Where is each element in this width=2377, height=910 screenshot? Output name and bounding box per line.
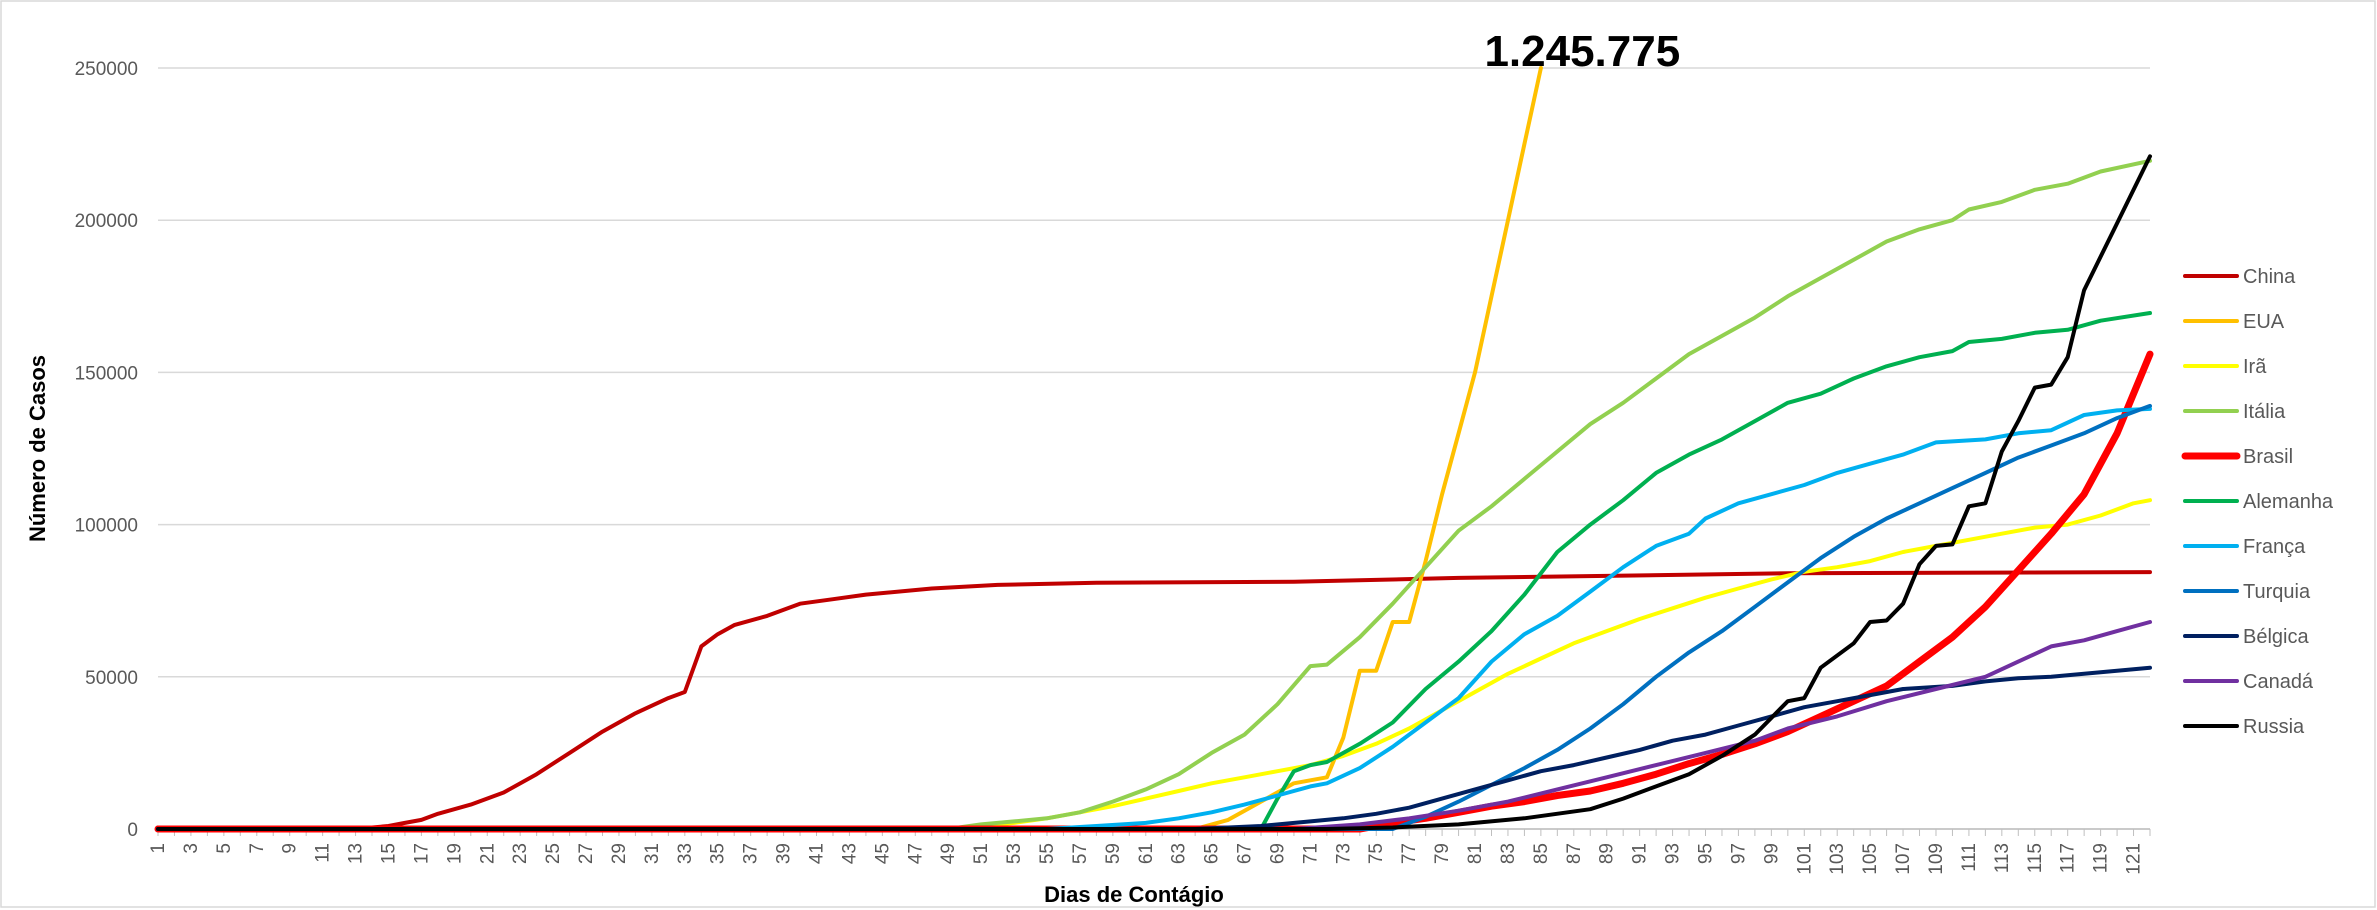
legend-label: França (2243, 536, 2306, 558)
y-tick-label: 200000 (75, 211, 138, 232)
x-tick-label: 31 (642, 843, 663, 864)
x-tick-label: 7 (247, 843, 268, 854)
x-tick-label: 5 (214, 843, 235, 854)
legend: China EUA Irã Itália Brasil Alemanha França Tur… (2181, 266, 2334, 738)
x-tick-label: 3 (181, 843, 202, 854)
x-tick-label: 33 (675, 843, 696, 864)
legend-label: Bélgica (2243, 626, 2309, 648)
y-tick-label: 0 (127, 820, 138, 841)
x-tick-label: 25 (543, 843, 564, 864)
series-line-canadá (156, 620, 2152, 831)
x-tick-label: 87 (1564, 843, 1585, 864)
legend-label: Alemanha (2243, 491, 2334, 513)
legend-label: Russia (2243, 716, 2305, 738)
x-tick-label: 15 (378, 843, 399, 864)
series-line-russia (156, 154, 2152, 831)
x-tick-label: 21 (477, 843, 498, 864)
x-tick-label: 71 (1300, 843, 1321, 864)
x-tick-label: 43 (839, 843, 860, 864)
x-axis-title: Dias de Contágio (1044, 882, 1224, 907)
x-tick-label: 89 (1597, 843, 1618, 864)
x-tick-label: 119 (2091, 843, 2112, 873)
x-tick-label: 117 (2058, 843, 2079, 873)
x-tick-label: 9 (280, 843, 301, 854)
series-line-irã (156, 498, 2152, 831)
x-tick-label: 41 (807, 843, 828, 864)
y-tick-label: 100000 (75, 516, 138, 537)
x-tick-label: 79 (1432, 843, 1453, 864)
x-tick-label: 13 (346, 843, 367, 864)
series-line-itália (156, 158, 2152, 831)
x-tick-label: 69 (1267, 843, 1288, 864)
y-axis-ticks: 0 50000 100000 150000 200000 250000 (75, 59, 138, 841)
x-tick-label: 19 (444, 843, 465, 864)
x-tick-label: 111 (1959, 843, 1980, 872)
series-lines (154, 66, 2154, 833)
series-line-alemanha (156, 311, 2152, 831)
x-tick-label: 49 (938, 843, 959, 864)
x-tick-label: 45 (872, 843, 893, 864)
x-tick-label: 83 (1498, 843, 1519, 864)
x-tick-label: 75 (1366, 843, 1387, 864)
x-tick-label: 99 (1761, 843, 1782, 864)
x-tick-label: 97 (1728, 843, 1749, 864)
x-tick-label: 51 (971, 843, 992, 864)
legend-label: Irã (2243, 356, 2267, 378)
x-tick-label: 67 (1235, 843, 1256, 864)
x-tick-label: 37 (741, 843, 762, 864)
x-tick-label: 23 (510, 843, 531, 864)
series-line-frança (156, 406, 2152, 831)
annotation-label: 1.245.775 (1484, 27, 1680, 76)
legend-label: China (2243, 266, 2296, 288)
series-line-bélgica (156, 665, 2152, 831)
x-tick-label: 57 (1070, 843, 1091, 864)
x-axis-ticks: 1 3 5 7 9 11 13 15 17 19 21 23 25 27 29 31 33 35 37 39 41 43 4… (148, 829, 2151, 875)
x-tick-label: 61 (1136, 843, 1157, 864)
x-tick-label: 121 (2124, 843, 2145, 875)
series-line-china (156, 570, 2152, 830)
x-tick-label: 11 (313, 843, 334, 863)
x-tick-label: 29 (609, 843, 630, 864)
x-tick-label: 81 (1465, 843, 1486, 864)
y-tick-label: 50000 (85, 668, 138, 689)
x-tick-label: 103 (1827, 843, 1848, 875)
x-tick-label: 107 (1893, 843, 1914, 875)
x-tick-label: 63 (1169, 843, 1190, 864)
x-tick-label: 93 (1663, 843, 1684, 864)
x-tick-label: 39 (774, 843, 795, 864)
legend-label: Canadá (2243, 671, 2314, 693)
x-tick-label: 115 (2025, 843, 2046, 873)
y-tick-label: 250000 (75, 59, 138, 80)
x-tick-label: 35 (708, 843, 729, 864)
x-tick-label: 53 (1004, 843, 1025, 864)
legend-label: Itália (2243, 401, 2286, 423)
x-tick-label: 1 (148, 843, 169, 854)
y-tick-label: 150000 (75, 363, 138, 384)
y-axis-title: Número de Casos (25, 355, 50, 542)
x-tick-label: 95 (1696, 843, 1717, 864)
x-tick-label: 65 (1202, 843, 1223, 864)
x-tick-label: 113 (1992, 843, 2013, 873)
x-tick-label: 27 (576, 843, 597, 864)
legend-label: Brasil (2243, 446, 2293, 468)
x-tick-label: 109 (1926, 843, 1947, 875)
x-tick-label: 77 (1399, 843, 1420, 864)
x-tick-label: 85 (1531, 843, 1552, 864)
x-tick-label: 105 (1860, 843, 1881, 875)
x-tick-label: 91 (1630, 843, 1651, 864)
x-tick-label: 55 (1037, 843, 1058, 864)
x-tick-label: 17 (411, 843, 432, 864)
legend-label: EUA (2243, 311, 2285, 333)
x-tick-label: 59 (1103, 843, 1124, 864)
x-tick-label: 101 (1794, 843, 1815, 875)
x-tick-label: 73 (1333, 843, 1354, 864)
x-tick-label: 47 (905, 843, 926, 864)
legend-label: Turquia (2243, 581, 2311, 603)
